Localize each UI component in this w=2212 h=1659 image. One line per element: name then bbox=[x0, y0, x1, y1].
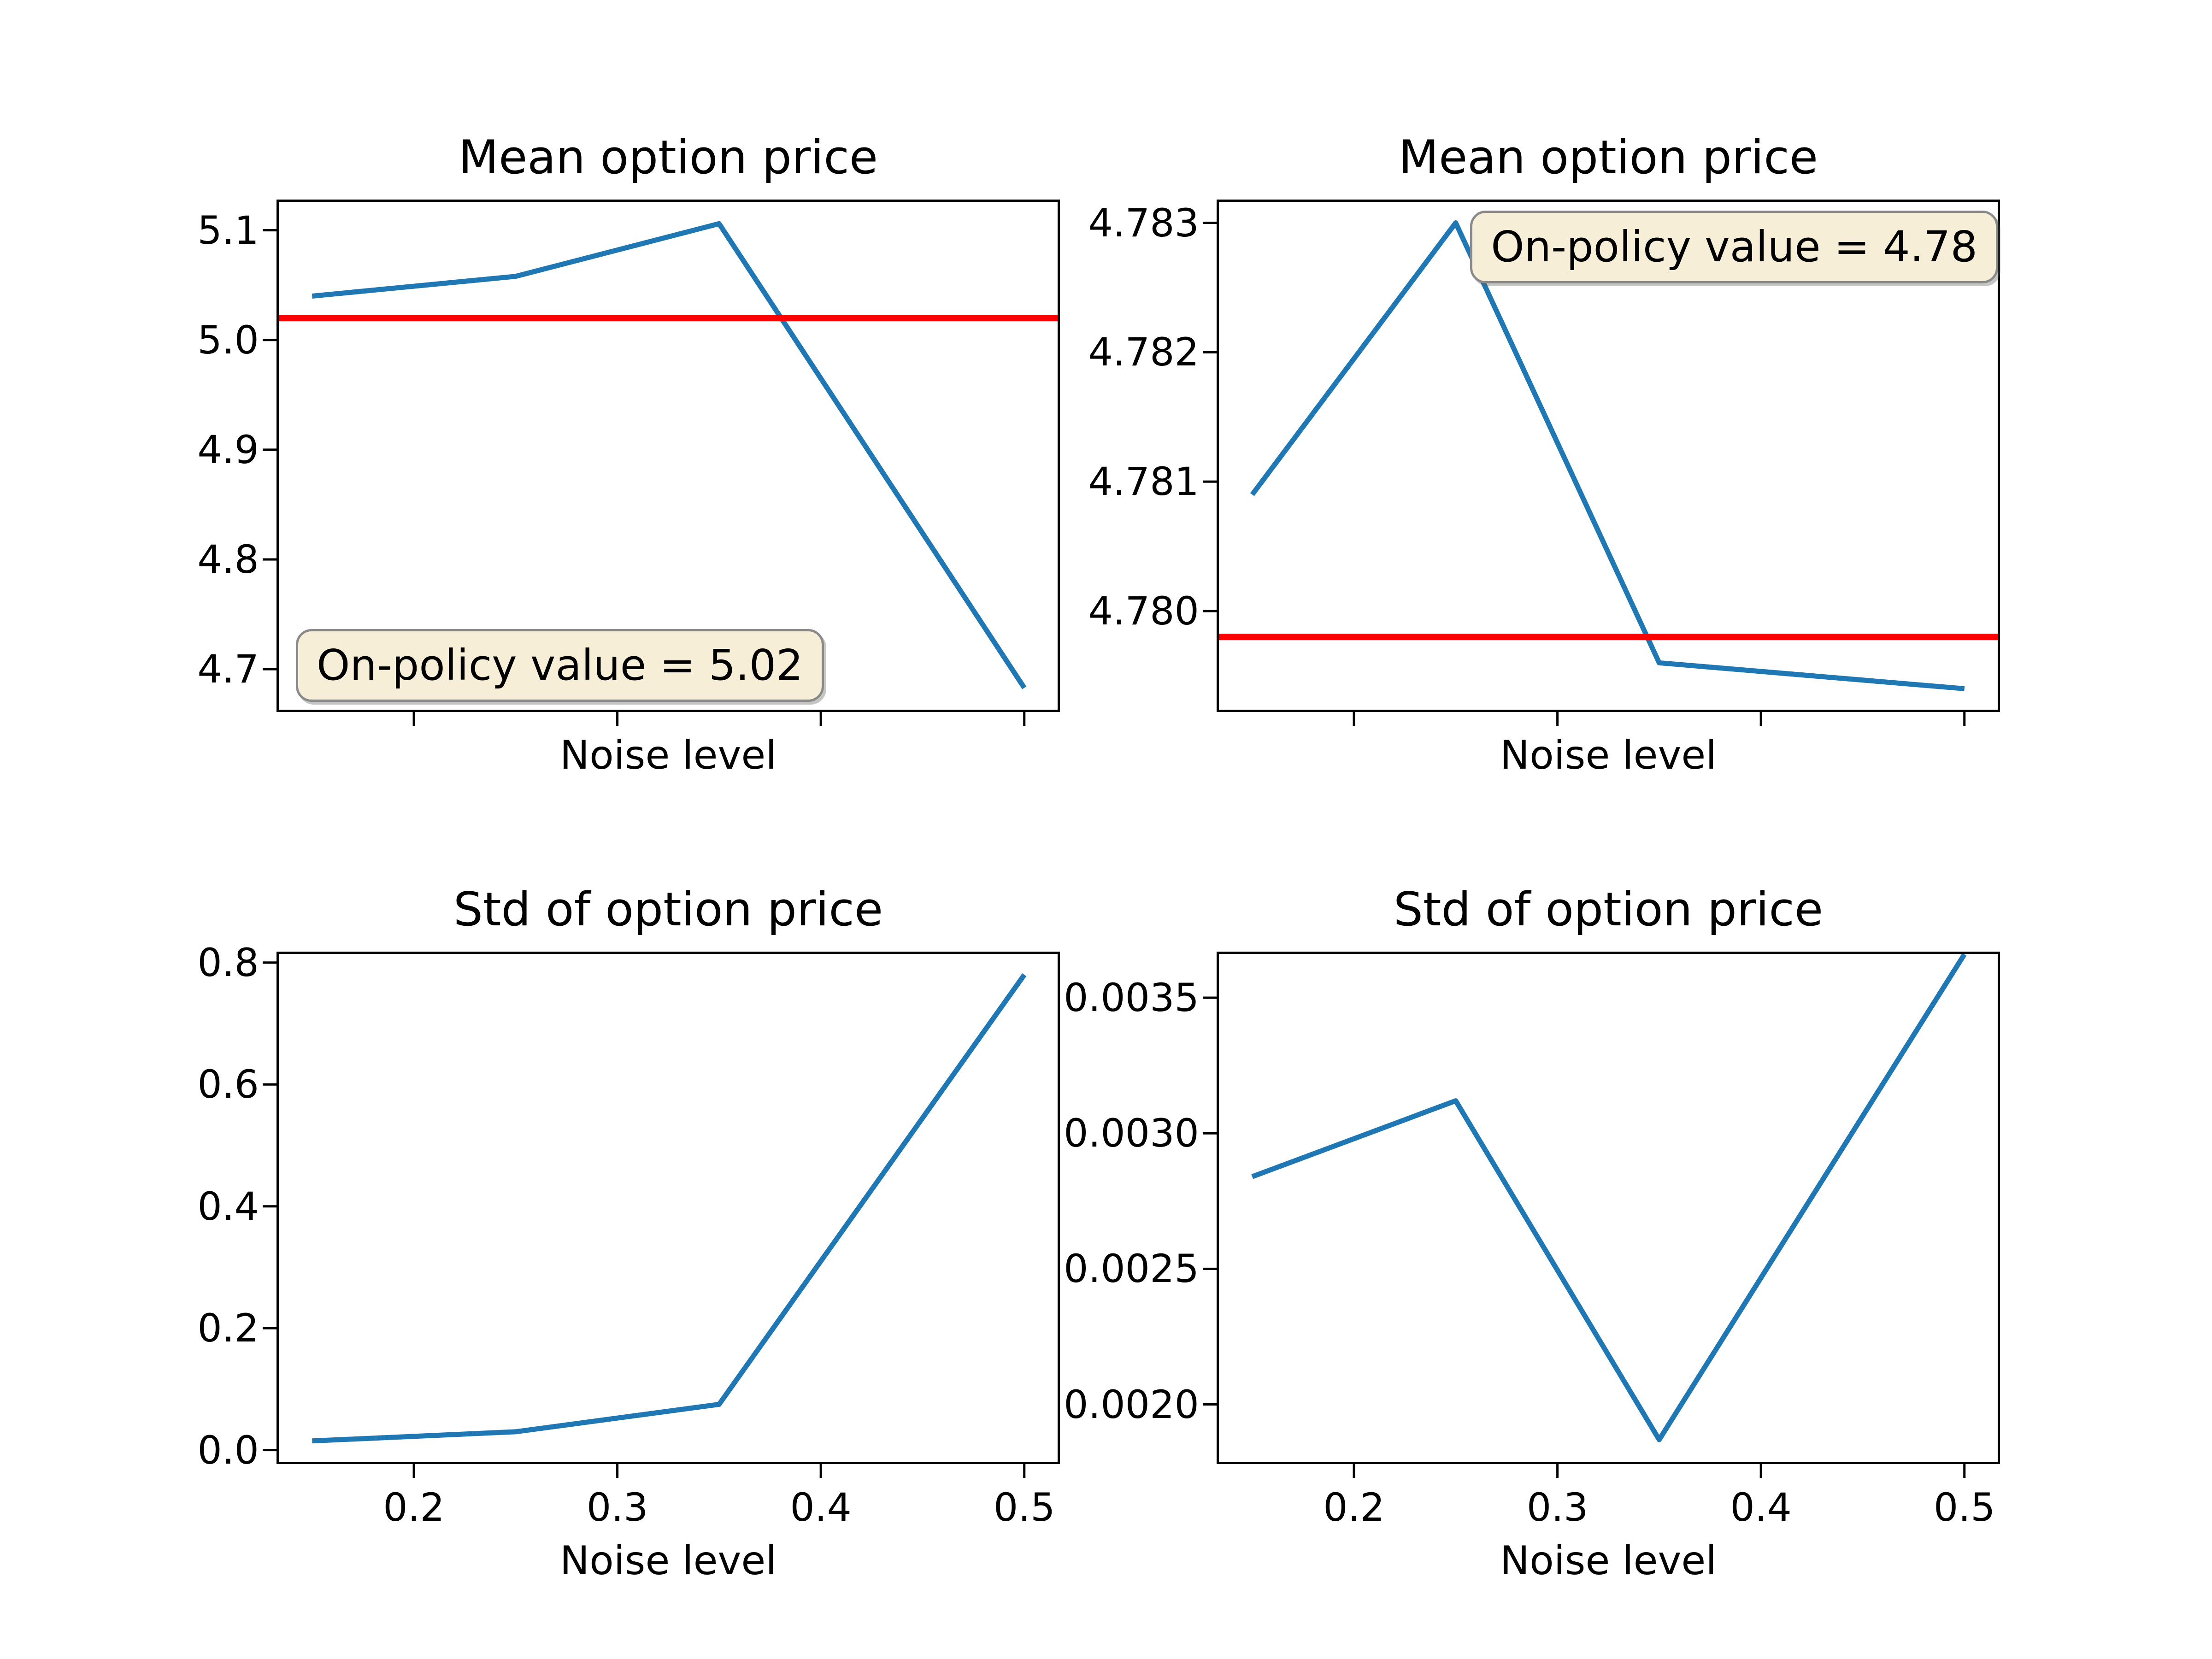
subplot-std-option-price-left: Std of option price 0.0 0.2 0.4 0.6 0.8 0.2 0… bbox=[197, 882, 1060, 1584]
x-axis-label: Noise level bbox=[1500, 1538, 1717, 1584]
y-tick-label: 0.4 bbox=[197, 1183, 259, 1229]
y-tick-label: 5.0 bbox=[197, 317, 259, 363]
plot-area bbox=[1203, 952, 2000, 1478]
chart-title: Std of option price bbox=[1393, 882, 1824, 936]
x-tick-label: 0.2 bbox=[1323, 1485, 1385, 1530]
x-axis-label: Noise level bbox=[559, 732, 777, 778]
x-tick-label: 0.4 bbox=[790, 1485, 852, 1530]
y-tick-label: 0.0035 bbox=[1064, 975, 1199, 1021]
x-tick-label: 0.5 bbox=[1933, 1485, 1995, 1530]
x-tick-label: 0.3 bbox=[586, 1485, 648, 1530]
y-tick-label: 0.2 bbox=[197, 1306, 259, 1351]
data-line bbox=[312, 221, 1027, 689]
subplot-mean-option-price-right: Mean option price 4.780 4.781 4.782 4.783 N… bbox=[1088, 130, 2000, 778]
annotation-box: On-policy value = 5.02 bbox=[296, 629, 824, 702]
x-tick-label: 0.4 bbox=[1730, 1485, 1792, 1530]
y-tick-label: 0.8 bbox=[197, 940, 259, 985]
chart-title: Mean option price bbox=[458, 130, 878, 184]
axes-frame bbox=[276, 952, 1060, 1464]
data-line bbox=[1251, 953, 1967, 1442]
chart-title: Mean option price bbox=[1398, 130, 1818, 184]
y-tick-label: 4.781 bbox=[1088, 459, 1199, 505]
plot-area bbox=[263, 200, 1060, 726]
x-tick-label: 0.3 bbox=[1526, 1485, 1588, 1530]
y-tick-label: 4.7 bbox=[197, 647, 259, 692]
plot-area bbox=[263, 952, 1060, 1478]
subplot-std-option-price-right: Std of option price 0.0020 0.0025 0.0030 0.… bbox=[1064, 882, 2000, 1584]
y-tick-label: 4.8 bbox=[197, 537, 259, 582]
x-axis-label: Noise level bbox=[559, 1538, 777, 1584]
y-tick-label: 0.0025 bbox=[1064, 1246, 1199, 1292]
data-line bbox=[1250, 220, 1965, 691]
axes-frame bbox=[276, 200, 1060, 712]
y-tick-label: 4.783 bbox=[1088, 200, 1199, 246]
x-tick-label: 0.2 bbox=[383, 1485, 445, 1530]
annotation-box: On-policy value = 4.78 bbox=[1470, 211, 1998, 283]
axes-frame bbox=[1217, 200, 2000, 712]
axes-frame bbox=[1217, 952, 2000, 1464]
chart-title: Std of option price bbox=[453, 882, 883, 936]
x-tick-label: 0.5 bbox=[993, 1485, 1055, 1530]
x-axis-label: Noise level bbox=[1500, 732, 1717, 778]
y-tick-label: 4.782 bbox=[1088, 329, 1199, 375]
subplot-mean-option-price-left: Mean option price 4.7 4.8 4.9 5.0 5.1 Noise … bbox=[197, 130, 1060, 778]
y-tick-label: 0.0 bbox=[197, 1427, 259, 1473]
y-tick-label: 0.0020 bbox=[1064, 1382, 1199, 1427]
y-tick-label: 5.1 bbox=[197, 207, 259, 253]
data-line bbox=[312, 973, 1027, 1444]
plot-area bbox=[1203, 200, 2000, 726]
y-tick-label: 4.780 bbox=[1088, 588, 1199, 634]
y-tick-label: 0.6 bbox=[197, 1062, 259, 1107]
y-tick-label: 0.0030 bbox=[1064, 1111, 1199, 1156]
y-tick-label: 4.9 bbox=[197, 427, 259, 472]
